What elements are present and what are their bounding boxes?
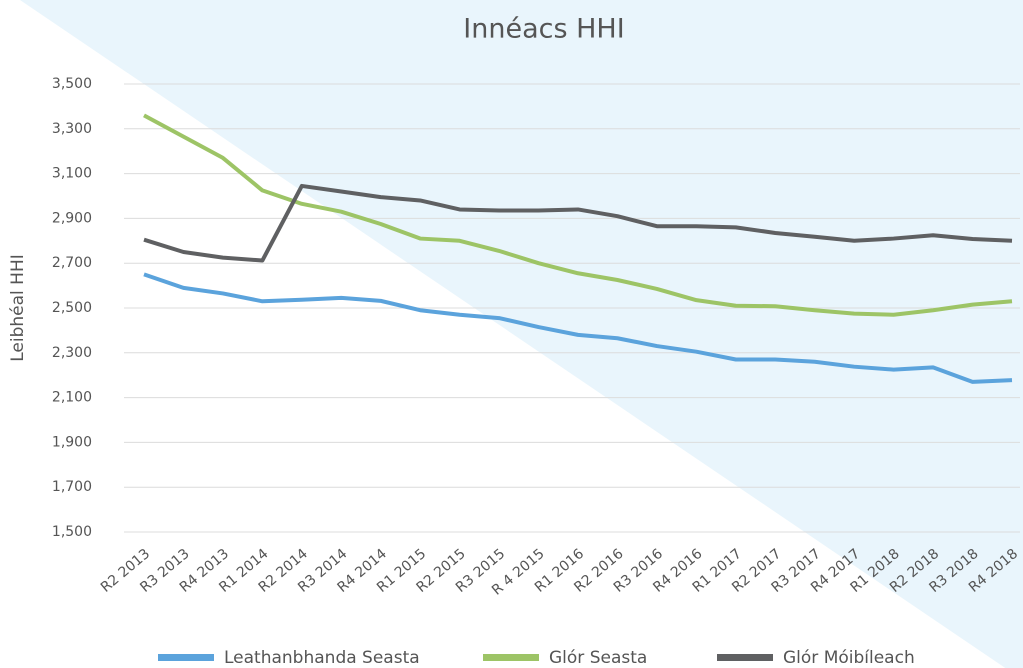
- y-tick-label: 1,500: [52, 524, 92, 540]
- y-tick-label: 1,700: [52, 479, 92, 495]
- y-tick-label: 2,100: [52, 390, 92, 406]
- y-tick-label: 3,300: [52, 121, 92, 137]
- legend-label: Glór Seasta: [549, 648, 647, 668]
- line-series: [143, 183, 1013, 263]
- legend-label: Leathanbhanda Seasta: [224, 648, 420, 668]
- y-tick-label: 3,100: [52, 166, 92, 182]
- y-tick-label: 2,900: [52, 210, 92, 226]
- background-band: [20, 0, 1023, 668]
- y-tick-label: 3,500: [52, 76, 92, 92]
- legend-swatch: [717, 654, 773, 661]
- y-axis-label: Leibhéal HHI: [8, 254, 28, 362]
- line-series: [143, 113, 1013, 317]
- y-tick-label: 2,700: [52, 255, 92, 271]
- y-tick-label: 2,500: [52, 300, 92, 316]
- legend: Leathanbhanda Seasta Glór Seasta Glór Móib…: [158, 648, 915, 668]
- y-tick-label: 1,900: [52, 434, 92, 450]
- legend-label: Glór Móibíleach: [783, 648, 915, 668]
- legend-swatch: [158, 654, 214, 661]
- line-series: [143, 272, 1013, 384]
- legend-swatch: [483, 654, 539, 661]
- y-tick-label: 2,300: [52, 345, 92, 361]
- chart-title: Innéacs HHI: [463, 14, 624, 45]
